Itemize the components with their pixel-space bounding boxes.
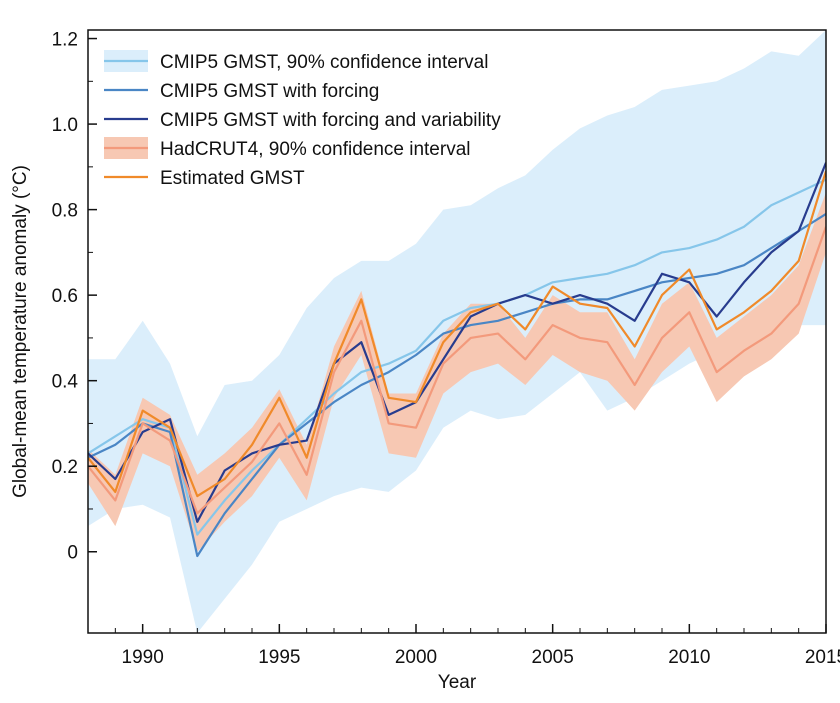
legend-label: CMIP5 GMST, 90% confidence interval (160, 52, 488, 73)
hadcrut4-line (88, 226, 826, 515)
legend-label: Estimated GMST (160, 168, 305, 189)
y-tick-label: 1.2 (52, 30, 78, 51)
cmip5-gmst-line (88, 178, 826, 536)
y-axis: 0 0.2 0.4 0.6 0.8 1.0 1.2 (52, 30, 97, 564)
legend-item-cmip5-gmst-with-forcing-and-variability: CMIP5 GMST with forcing and variability (104, 110, 501, 131)
legend-item-cmip5-gmst-with-forcing: CMIP5 GMST with forcing (104, 81, 379, 102)
x-tick-label: 2010 (668, 647, 710, 668)
y-axis-title: Global-mean temperature anomaly (°C) (10, 165, 31, 498)
plot-frame (87, 29, 827, 634)
confidence-bands (88, 30, 826, 633)
y-tick-label: 0 (67, 543, 78, 564)
hadcrut4-90-confidence-interval-band (88, 192, 826, 552)
x-tick-label: 1990 (122, 647, 164, 668)
legend-item-cmip5-gmst-90-confidence-interval: CMIP5 GMST, 90% confidence interval (104, 50, 488, 73)
x-axis-title: Year (438, 672, 477, 693)
x-tick-label: 2000 (395, 647, 437, 668)
x-axis: 1990 1995 2000 2005 2010 2015 (87, 624, 840, 668)
legend-item-estimated-gmst: Estimated GMST (104, 168, 305, 189)
estimated-gmst-line (88, 170, 826, 498)
cmip5-gmst-with-forcing-line (88, 212, 826, 558)
x-tick-label: 1995 (258, 647, 300, 668)
series-lines (88, 162, 826, 558)
y-tick-label: 0.6 (52, 286, 78, 307)
legend-label: CMIP5 GMST with forcing (160, 81, 379, 102)
x-tick-label: 2005 (532, 647, 574, 668)
y-tick-label: 1.0 (52, 115, 78, 136)
legend-label: CMIP5 GMST with forcing and variability (160, 110, 501, 131)
y-tick-label: 0.2 (52, 457, 78, 478)
legend: CMIP5 GMST, 90% confidence interval CMIP5… (104, 50, 501, 189)
legend-item-hadcrut4-90-confidence-interval: HadCRUT4, 90% confidence interval (104, 137, 471, 160)
y-tick-label: 0.4 (52, 372, 79, 393)
y-tick-label: 0.8 (52, 201, 78, 222)
legend-label: HadCRUT4, 90% confidence interval (160, 139, 471, 160)
x-tick-label: 2015 (805, 647, 840, 668)
